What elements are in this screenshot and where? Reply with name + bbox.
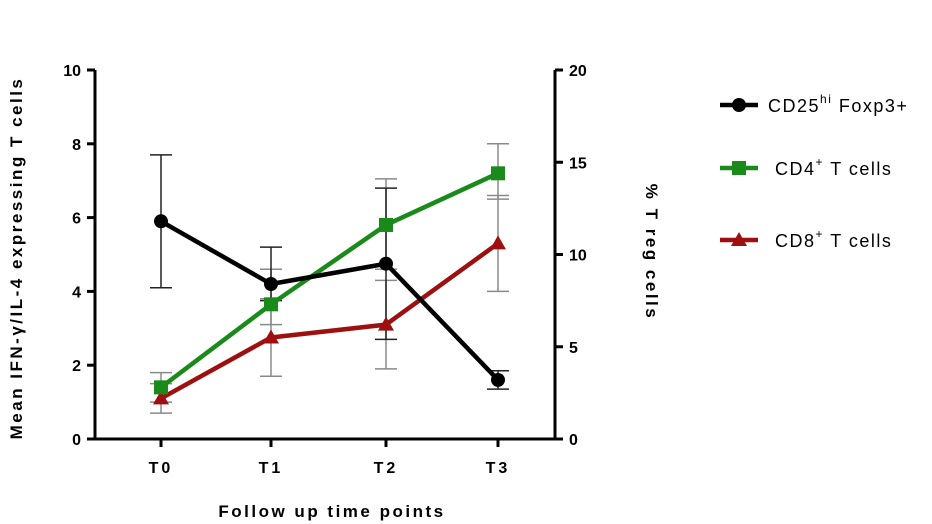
- data-point: [264, 297, 278, 312]
- series-lines: [159, 171, 500, 401]
- left-axis-tick-label: 4: [72, 284, 81, 301]
- legend-marker: [732, 98, 746, 112]
- data-point: [490, 235, 506, 250]
- legend-item: CD8+ T cells: [720, 227, 892, 251]
- right-axis-ticks: 0 5 10 15 20: [555, 63, 587, 449]
- right-axis-tick-label: 10: [569, 248, 587, 265]
- legend-marker: [731, 232, 747, 246]
- x-axis-tick-label: T0: [149, 460, 174, 477]
- x-axis-tick-label: T1: [259, 460, 284, 477]
- legend-item: CD4+ T cells: [720, 155, 892, 179]
- left-axis-tick-label: 10: [63, 63, 81, 80]
- data-point: [491, 166, 505, 181]
- x-axis-tick-label: T2: [374, 460, 399, 477]
- series-markers: [153, 166, 506, 405]
- data-point: [154, 380, 168, 395]
- data-point: [153, 390, 169, 405]
- left-axis-ticks: 0 2 4 6 8 10: [63, 63, 95, 449]
- series-line: [159, 241, 500, 401]
- legend: CD25hi Foxp3+ CD4+ T cells CD8+ T cells: [720, 92, 908, 251]
- data-point: [263, 329, 279, 344]
- legend-item: CD25hi Foxp3+: [720, 92, 908, 116]
- left-axis-title: Mean IFN-γ/IL-4 expressing T cells: [7, 77, 26, 440]
- x-axis-ticks: T0 T1 T2 T3: [149, 439, 511, 477]
- data-point: [491, 372, 505, 387]
- legend-label: CD8+ T cells: [775, 227, 892, 251]
- right-axis-title: % T reg cells: [642, 184, 661, 320]
- legend-marker: [732, 161, 746, 175]
- left-axis-tick-label: 0: [72, 432, 81, 449]
- left-axis-tick-label: 8: [72, 137, 81, 154]
- legend-label: CD25hi Foxp3+: [768, 92, 908, 116]
- data-point: [379, 217, 393, 232]
- data-point: [154, 214, 168, 229]
- data-point: [264, 277, 278, 292]
- right-axis-tick-label: 5: [569, 340, 578, 357]
- left-axis-tick-label: 2: [72, 358, 81, 375]
- data-point: [378, 316, 394, 331]
- series-line: [159, 171, 499, 390]
- right-axis-tick-label: 0: [569, 432, 578, 449]
- left-axis-tick-label: 6: [72, 211, 81, 228]
- right-axis-tick-label: 20: [569, 63, 587, 80]
- x-axis-title: Follow up time points: [218, 502, 445, 521]
- series-line: [159, 219, 500, 382]
- right-axis-tick-label: 15: [569, 155, 587, 172]
- x-axis-tick-label: T3: [486, 460, 511, 477]
- legend-label: CD4+ T cells: [775, 155, 892, 179]
- data-point: [379, 256, 393, 271]
